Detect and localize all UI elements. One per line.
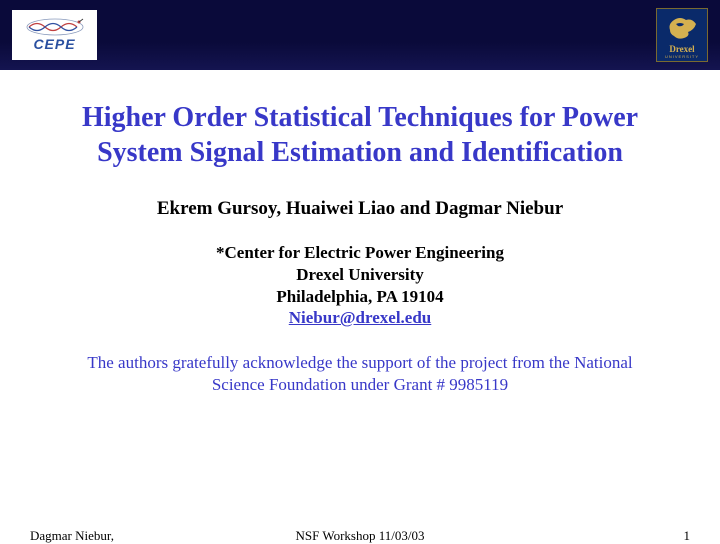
affiliation-line-1: *Center for Electric Power Engineering xyxy=(40,242,680,264)
acknowledgement-text: The authors gratefully acknowledge the s… xyxy=(40,352,680,396)
slide-content: Higher Order Statistical Techniques for … xyxy=(0,70,720,396)
affiliation-line-3: Philadelphia, PA 19104 xyxy=(40,286,680,308)
footer-page-number: 1 xyxy=(684,528,691,544)
drexel-logo-text: Drexel xyxy=(669,44,694,54)
email-link[interactable]: Niebur@drexel.edu xyxy=(289,308,432,328)
footer-author: Dagmar Niebur, xyxy=(30,528,114,544)
affiliation-block: *Center for Electric Power Engineering D… xyxy=(40,242,680,352)
footer-event: NSF Workshop 11/03/03 xyxy=(296,528,425,544)
authors-line: Ekrem Gursoy, Huaiwei Liao and Dagmar Ni… xyxy=(40,198,680,220)
cepe-wave-icon xyxy=(25,18,85,36)
cepe-logo: CEPE xyxy=(12,10,97,60)
cepe-logo-text: CEPE xyxy=(33,36,75,52)
affiliation-line-2: Drexel University xyxy=(40,264,680,286)
header-band: CEPE Drexel UNIVERSITY xyxy=(0,0,720,70)
slide-title: Higher Order Statistical Techniques for … xyxy=(40,100,680,170)
drexel-logo: Drexel UNIVERSITY xyxy=(656,8,708,62)
drexel-dragon-icon xyxy=(662,12,702,44)
drexel-logo-subtext: UNIVERSITY xyxy=(665,54,699,59)
